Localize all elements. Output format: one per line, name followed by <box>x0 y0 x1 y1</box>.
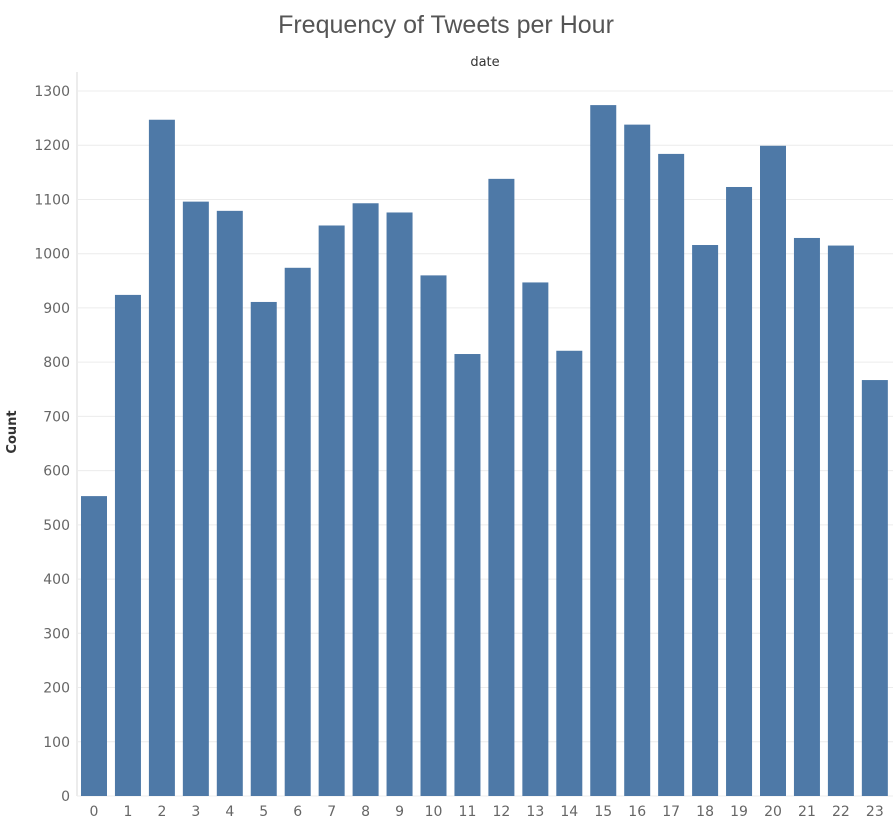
x-tick-label: 23 <box>866 804 884 820</box>
bar[interactable]: 18: 1016 <box>692 245 719 796</box>
x-tick-label: 4 <box>225 804 234 820</box>
bar-layer: 0: 553 1: 924 2: 1247 3: 1096 4: 1079 5: 911 6… <box>81 105 888 797</box>
y-tick-label: 1200 <box>34 138 70 154</box>
x-tick-label: 10 <box>425 804 443 820</box>
bar[interactable]: 12: 1138 <box>488 178 515 796</box>
x-tick-label: 8 <box>361 804 370 820</box>
y-tick-label: 1100 <box>34 192 70 208</box>
bar[interactable]: 14: 821 <box>556 350 583 796</box>
bar[interactable]: 22: 1015 <box>827 245 854 797</box>
bar[interactable]: 23: 767 <box>861 380 888 796</box>
x-tick-label: 18 <box>696 804 714 820</box>
bar[interactable]: 11: 815 <box>454 354 481 796</box>
y-axis-ticks: 0 100 200 300 400 500 600 700 800 900 1000 1100 1200… <box>34 84 70 805</box>
bar[interactable]: 3: 1096 <box>182 201 209 797</box>
y-tick-label: 1300 <box>34 84 70 100</box>
bar[interactable]: 6: 974 <box>284 267 311 796</box>
x-tick-label: 6 <box>293 804 302 820</box>
x-tick-label: 13 <box>526 804 544 820</box>
bar[interactable]: 15: 1274 <box>590 105 617 797</box>
x-tick-label: 14 <box>560 804 578 820</box>
x-axis-title: date <box>470 55 499 70</box>
x-tick-label: 9 <box>395 804 404 820</box>
y-tick-label: 800 <box>43 355 70 371</box>
x-tick-label: 2 <box>157 804 166 820</box>
bar[interactable]: 2: 1247 <box>148 119 175 796</box>
x-tick-label: 0 <box>90 804 99 820</box>
bar[interactable]: 17: 1184 <box>658 153 685 796</box>
bar[interactable]: 5: 911 <box>250 301 277 796</box>
x-tick-label: 12 <box>492 804 510 820</box>
bar[interactable]: 19: 1123 <box>726 186 753 796</box>
x-tick-label: 21 <box>798 804 816 820</box>
bar[interactable]: 20: 1199 <box>760 145 786 796</box>
grid-layer <box>76 72 893 797</box>
y-tick-label: 300 <box>43 626 70 642</box>
y-tick-label: 900 <box>43 301 70 317</box>
y-tick-label: 1000 <box>34 247 70 263</box>
x-tick-label: 22 <box>832 804 850 820</box>
y-tick-label: 400 <box>43 572 70 588</box>
bar[interactable]: 4: 1079 <box>216 210 243 797</box>
x-tick-label: 3 <box>191 804 200 820</box>
bar[interactable]: 1: 924 <box>114 294 141 796</box>
x-tick-label: 16 <box>628 804 646 820</box>
y-tick-label: 0 <box>61 789 70 805</box>
x-tick-label: 20 <box>764 804 782 820</box>
x-tick-label: 7 <box>327 804 336 820</box>
chart-title: Frequency of Tweets per Hour <box>278 11 614 39</box>
bar[interactable]: 9: 1076 <box>386 212 413 796</box>
x-tick-label: 1 <box>123 804 132 820</box>
x-tick-label: 17 <box>662 804 680 820</box>
bar[interactable]: 0: 553 <box>81 496 107 796</box>
x-axis-ticks: 0 1 2 3 4 5 6 7 8 9 10 11 12 13 14 15 16 17 18 19 20 21 22 23 <box>90 804 884 820</box>
bar[interactable]: 16: 1238 <box>624 124 651 797</box>
y-tick-label: 700 <box>43 409 70 425</box>
bar[interactable]: 10: 960 <box>420 275 447 796</box>
y-axis-title: Count <box>5 410 20 453</box>
x-tick-label: 15 <box>594 804 612 820</box>
bar[interactable]: 21: 1029 <box>793 237 820 796</box>
bar[interactable]: 13: 947 <box>522 282 549 797</box>
bar[interactable]: 8: 1093 <box>352 203 379 796</box>
x-tick-label: 11 <box>459 804 477 820</box>
bar[interactable]: 7: 1052 <box>318 225 345 796</box>
y-tick-label: 200 <box>43 681 70 697</box>
y-tick-label: 100 <box>43 735 70 751</box>
x-tick-label: 5 <box>259 804 268 820</box>
y-tick-label: 500 <box>43 518 70 534</box>
y-tick-label: 600 <box>43 464 70 480</box>
x-tick-label: 19 <box>730 804 748 820</box>
